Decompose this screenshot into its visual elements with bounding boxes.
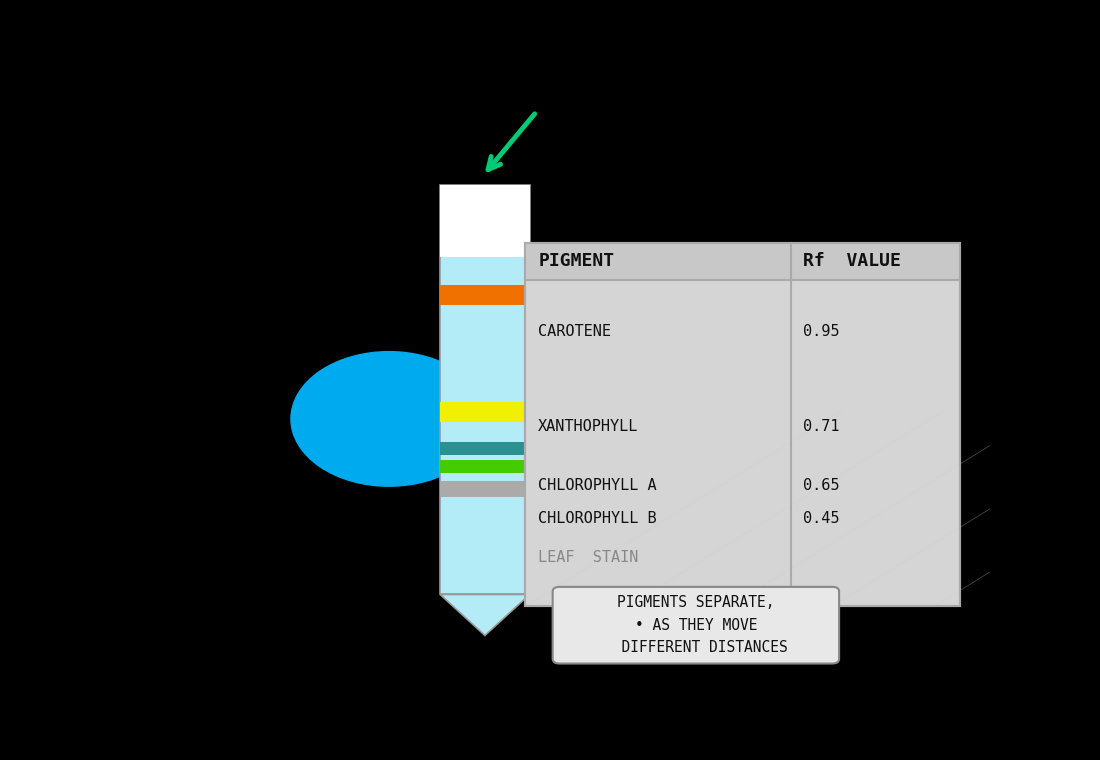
Bar: [440, 285, 530, 306]
Bar: [526, 243, 960, 606]
Bar: [530, 445, 547, 474]
Text: 0.45: 0.45: [803, 511, 840, 525]
Text: PIGMENTS SEPARATE,
• AS THEY MOVE
  DIFFERENT DISTANCES: PIGMENTS SEPARATE, • AS THEY MOVE DIFFER…: [604, 595, 788, 655]
Polygon shape: [440, 594, 530, 635]
Text: 0.65: 0.65: [803, 478, 840, 492]
Bar: [440, 403, 530, 423]
Text: PIGMENT: PIGMENT: [538, 252, 614, 271]
Text: Rf  VALUE: Rf VALUE: [803, 252, 901, 271]
Text: 0.95: 0.95: [803, 325, 840, 340]
Text: CAROTENE: CAROTENE: [538, 325, 612, 340]
Bar: [440, 481, 530, 497]
Text: LEAF  STAIN: LEAF STAIN: [538, 549, 638, 565]
Bar: [530, 285, 547, 306]
Bar: [440, 185, 530, 594]
FancyBboxPatch shape: [552, 587, 839, 663]
Circle shape: [290, 352, 487, 486]
Bar: [526, 243, 960, 280]
Text: CHLOROPHYLL A: CHLOROPHYLL A: [538, 478, 657, 492]
Text: XANTHOPHYLL: XANTHOPHYLL: [538, 419, 638, 434]
Bar: [440, 460, 530, 473]
Bar: [440, 185, 530, 257]
Text: 0.71: 0.71: [803, 419, 840, 434]
Bar: [440, 442, 530, 454]
Text: CHLOROPHYLL B: CHLOROPHYLL B: [538, 511, 657, 525]
Bar: [526, 243, 960, 606]
